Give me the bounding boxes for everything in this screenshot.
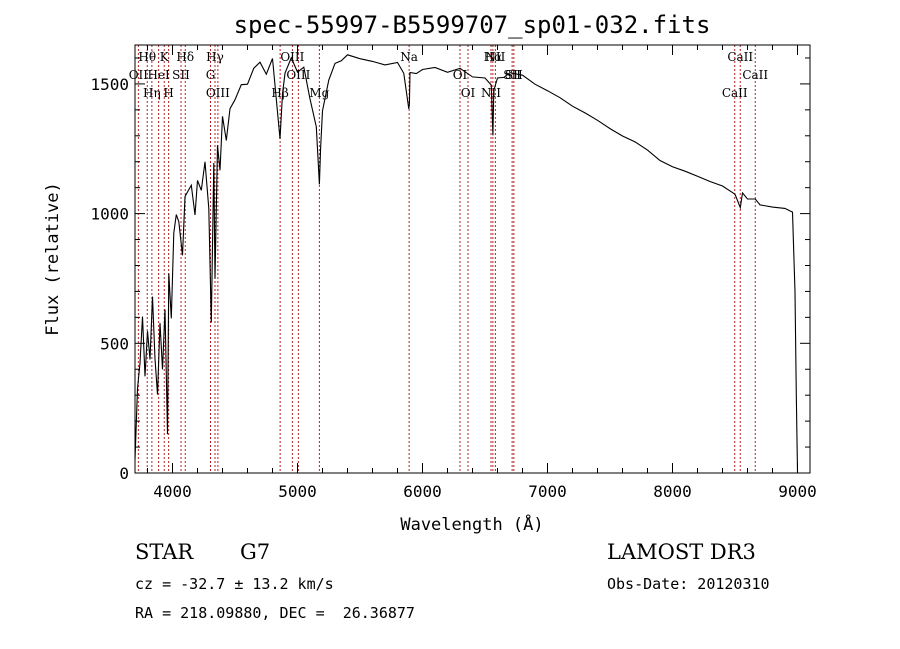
spectral-line-label: Hη bbox=[143, 86, 161, 100]
y-axis-label: Flux (relative) bbox=[43, 182, 63, 336]
chart-title: spec-55997-B5599707_sp01-032.fits bbox=[234, 11, 711, 39]
plot-frame bbox=[134, 44, 811, 474]
spectral-line-label: CaII bbox=[742, 68, 768, 82]
spectral-line-label: Hβ bbox=[271, 86, 288, 100]
x-tick-label: 4000 bbox=[153, 482, 192, 501]
spectral-line-label: Na bbox=[400, 50, 418, 64]
spectral-line-label: SII bbox=[172, 68, 190, 82]
spectral-line-label: Hθ bbox=[138, 50, 156, 64]
x-tick-label: 8000 bbox=[653, 482, 692, 501]
spectral-line-label: G bbox=[206, 68, 216, 82]
spectral-line-label: NII bbox=[485, 50, 505, 64]
y-tick-label: 1500 bbox=[90, 75, 129, 94]
y-tick-label: 500 bbox=[100, 334, 129, 353]
spectral-line-label: NII bbox=[481, 86, 501, 100]
x-tick-label: 5000 bbox=[278, 482, 317, 501]
spectral-line-markers bbox=[137, 45, 756, 473]
x-tick-label: 7000 bbox=[528, 482, 567, 501]
spectral-line-label: OIII bbox=[280, 50, 304, 64]
spectral-line-label: HeI bbox=[147, 68, 170, 82]
spectral-line-label: OIII bbox=[206, 86, 230, 100]
spectral-line-label: OI bbox=[453, 68, 468, 82]
spectral-line-label: SII bbox=[503, 68, 521, 82]
x-tick-label: 6000 bbox=[403, 482, 442, 501]
subclass: G7 bbox=[240, 540, 271, 564]
observation-date: Obs-Date: 20120310 bbox=[607, 575, 770, 593]
flux-series-line bbox=[134, 54, 799, 472]
spectral-line-label: Hδ bbox=[176, 50, 194, 64]
spectral-line-label: SII bbox=[505, 68, 523, 82]
spectral-line-label: OI bbox=[461, 86, 476, 100]
axis-ticks: 4000 5000 6000 7000 8000 9000 0 500 1000 1500 bbox=[90, 45, 817, 501]
spectral-line-label: OII bbox=[129, 68, 149, 82]
y-tick-label: 1000 bbox=[90, 205, 129, 224]
spectral-line-label: Mg bbox=[309, 86, 329, 100]
spectral-line-label: CaII bbox=[722, 86, 748, 100]
spectral-line-labels: Hθ OII Hη K HeI H Hδ SII OIII Hγ G Hβ OIII OIII Mg Na OI… bbox=[129, 50, 769, 100]
coordinates: RA = 218.09880, DEC = 26.36877 bbox=[135, 604, 415, 622]
spectral-line-label: Hγ bbox=[206, 50, 224, 64]
x-tick-label: 9000 bbox=[778, 482, 817, 501]
spectral-line-label: K bbox=[160, 50, 170, 64]
spectral-line-label: Hα bbox=[484, 50, 503, 64]
redshift-velocity: cz = -32.7 ± 13.2 km/s bbox=[135, 575, 334, 593]
x-axis-label: Wavelength (Å) bbox=[400, 513, 543, 535]
spectral-line-label: CaII bbox=[727, 50, 753, 64]
survey-name: LAMOST DR3 bbox=[607, 540, 756, 564]
spectral-line-label: H bbox=[163, 86, 173, 100]
y-tick-label: 0 bbox=[119, 464, 129, 483]
spectral-line-label: OIII bbox=[286, 68, 310, 82]
object-class: STAR bbox=[135, 540, 194, 564]
